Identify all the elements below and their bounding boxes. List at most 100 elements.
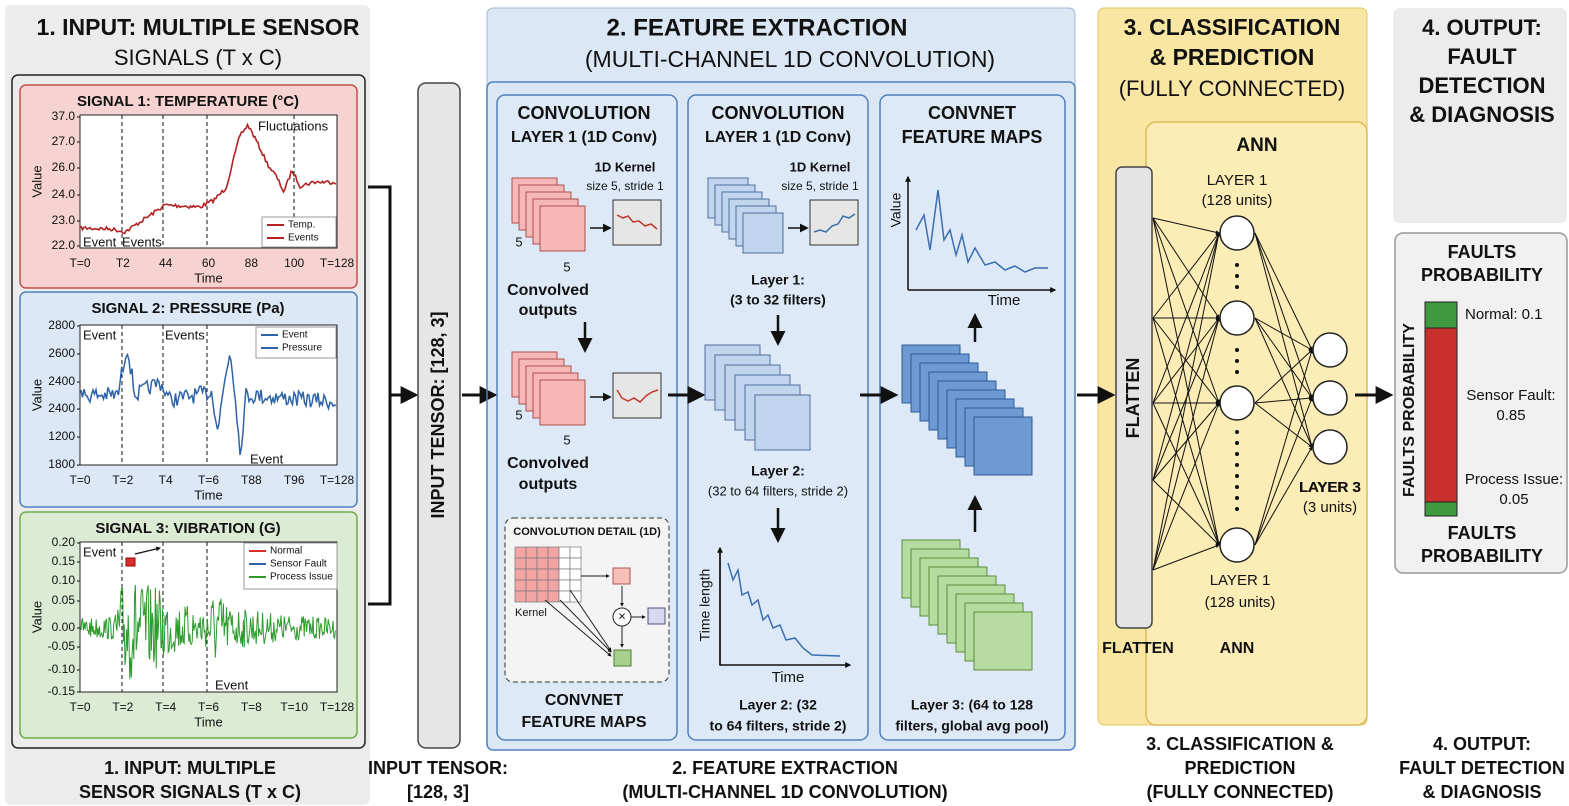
grid-cell bbox=[548, 558, 559, 569]
dim-label: 5 bbox=[515, 234, 522, 249]
grid-cell bbox=[526, 569, 537, 580]
caption: 1. INPUT: MULTIPLE bbox=[104, 758, 276, 778]
column-title: CONVNET bbox=[928, 103, 1016, 123]
grid-cell bbox=[515, 569, 526, 580]
legend-label: Normal bbox=[270, 546, 302, 557]
grid-cell bbox=[570, 547, 581, 558]
section-title: FAULT bbox=[1447, 44, 1517, 69]
y-tick-label: -0.05 bbox=[48, 639, 76, 653]
tensor-label: INPUT TENSOR: [128, 3] bbox=[428, 311, 448, 518]
fault-marker bbox=[126, 558, 135, 566]
layer-label: LAYER 3 bbox=[1299, 479, 1361, 496]
x-axis-label: Time bbox=[194, 487, 222, 502]
x-tick-label: T=0 bbox=[69, 256, 90, 270]
signal-title: SIGNAL 3: VIBRATION (G) bbox=[95, 520, 280, 537]
caption: (MULTI-CHANNEL 1D CONVOLUTION) bbox=[622, 782, 947, 802]
x-axis-label: Time bbox=[194, 714, 222, 729]
grid-cell bbox=[570, 558, 581, 569]
x-tick-label: T=0 bbox=[69, 700, 90, 714]
ellipsis-dot bbox=[1235, 463, 1239, 467]
grid-cell bbox=[559, 580, 570, 591]
grid-cell bbox=[559, 547, 570, 558]
kernel-label: size 5, stride 1 bbox=[781, 179, 859, 193]
grid-cell bbox=[537, 580, 548, 591]
neuron bbox=[1220, 386, 1254, 420]
legend-label: Events bbox=[288, 233, 319, 244]
neuron bbox=[1220, 528, 1254, 562]
ellipsis-dot bbox=[1235, 263, 1239, 267]
section-subtitle: (FULLY CONNECTED) bbox=[1119, 76, 1346, 101]
legend-label: Process Issue bbox=[270, 572, 333, 583]
feature-map bbox=[755, 395, 810, 450]
grid-cell bbox=[526, 580, 537, 591]
grid-cell bbox=[537, 558, 548, 569]
x-tick-label: T=128 bbox=[320, 256, 355, 270]
ellipsis-dot bbox=[1235, 474, 1239, 478]
ellipsis-dot bbox=[1235, 370, 1239, 374]
y-tick-label: 0.20 bbox=[52, 535, 76, 549]
x-axis-label: Time bbox=[988, 292, 1021, 309]
annotation: Event bbox=[83, 234, 117, 249]
grid-cell bbox=[570, 569, 581, 580]
output-label: Convolved bbox=[507, 455, 589, 472]
column-title: LAYER 1 (1D Conv) bbox=[511, 129, 657, 146]
flatten-caption: FLATTEN bbox=[1102, 640, 1174, 657]
y-tick-label: 2600 bbox=[48, 346, 75, 360]
prob-sensor-fault bbox=[1425, 328, 1457, 502]
ann-panel bbox=[1146, 122, 1367, 725]
x-tick-label: T=6 bbox=[198, 700, 219, 714]
grid-cell bbox=[526, 547, 537, 558]
kernel-box bbox=[613, 200, 661, 245]
column-footer: Layer 3: (64 to 128 bbox=[911, 697, 1033, 713]
x-tick-label: T=10 bbox=[280, 700, 308, 714]
kernel-label: Kernel bbox=[515, 607, 547, 619]
y-tick-label: 26.0 bbox=[52, 160, 76, 174]
layer-label: (3 to 32 filters) bbox=[730, 292, 826, 308]
y-axis-label: Value bbox=[29, 601, 44, 633]
y-tick-label: 37.0 bbox=[52, 109, 76, 123]
y-tick-label: 0.15 bbox=[52, 554, 76, 568]
feature-map bbox=[540, 380, 585, 425]
operator: × bbox=[618, 608, 626, 623]
dim-label: 5 bbox=[515, 407, 522, 422]
panel-footer: FAULTS bbox=[1448, 523, 1517, 543]
layer-label: LAYER 1 bbox=[1210, 572, 1271, 589]
section-title: 3. CLASSIFICATION bbox=[1124, 14, 1341, 40]
caption: 3. CLASSIFICATION & bbox=[1146, 734, 1334, 754]
layer-label: Layer 1: bbox=[751, 272, 805, 288]
ellipsis-dot bbox=[1235, 285, 1239, 289]
y-tick-label: 23.0 bbox=[52, 213, 76, 227]
prob-normal bbox=[1425, 302, 1457, 328]
y-tick-label: 22.0 bbox=[52, 238, 76, 252]
grid-cell bbox=[537, 547, 548, 558]
annotation: Events bbox=[165, 327, 205, 342]
ellipsis-dot bbox=[1235, 430, 1239, 434]
x-tick-label: T=0 bbox=[69, 473, 90, 487]
x-axis-label: Time bbox=[194, 270, 222, 285]
layer-label: (128 units) bbox=[1202, 192, 1273, 209]
x-tick-label: 44 bbox=[159, 256, 173, 270]
annotation: Event bbox=[215, 677, 249, 692]
annotation: Event bbox=[250, 451, 284, 466]
legend-label: Temp. bbox=[288, 220, 315, 231]
grid-cell bbox=[570, 580, 581, 591]
class-label: 0.85 bbox=[1496, 407, 1525, 424]
legend-label: Event bbox=[282, 330, 308, 341]
layer-label: LAYER 1 bbox=[1207, 172, 1268, 189]
x-tick-label: T4 bbox=[159, 473, 173, 487]
neuron bbox=[1313, 333, 1347, 367]
ellipsis-dot bbox=[1235, 496, 1239, 500]
grid-cell bbox=[537, 569, 548, 580]
grid-cell bbox=[526, 558, 537, 569]
y-tick-label: 0.10 bbox=[52, 573, 76, 587]
layer-label: (128 units) bbox=[1205, 594, 1276, 611]
layer-label: (3 units) bbox=[1303, 499, 1357, 516]
column-footer: filters, global avg pool) bbox=[895, 718, 1048, 734]
neuron bbox=[1313, 381, 1347, 415]
output-cell bbox=[613, 568, 630, 584]
y-tick-label: 1200 bbox=[48, 429, 75, 443]
x-tick-label: T=4 bbox=[155, 700, 176, 714]
y-tick-label: 1800 bbox=[48, 457, 75, 471]
ann-caption: ANN bbox=[1220, 640, 1255, 657]
layer-label: (32 to 64 filters, stride 2) bbox=[708, 483, 848, 498]
